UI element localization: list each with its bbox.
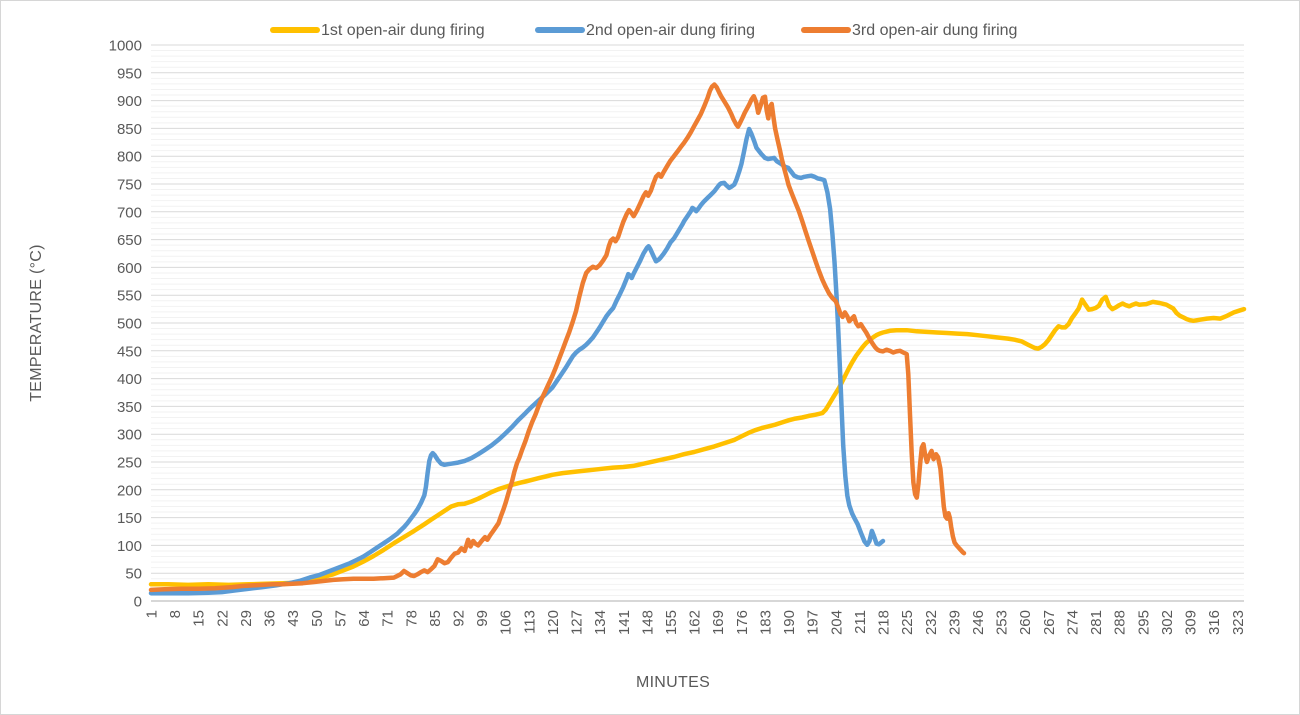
y-tick-label: 350 [117,399,142,416]
y-tick-label: 1000 [109,38,142,55]
series-line-3 [148,82,967,593]
x-tick-label: 316 [1206,610,1223,635]
legend-item: 2nd open-air dung firing [535,22,755,39]
y-tick-label: 300 [117,427,142,444]
series-lines [148,82,1247,596]
x-tick-label: 232 [923,610,940,635]
x-tick-label: 29 [238,610,255,627]
x-tick-label: 64 [356,610,373,627]
x-tick-label: 323 [1230,610,1247,635]
x-tick-label: 197 [805,610,822,635]
y-tick-label: 650 [117,232,142,249]
x-tick-label: 57 [332,610,349,627]
y-tick-label: 600 [117,260,142,277]
x-tick-label: 99 [474,610,491,627]
x-tick-label: 148 [639,610,656,635]
x-tick-label: 309 [1183,610,1200,635]
chart-legend: 1st open-air dung firing 2nd open-air dun… [270,22,1017,39]
legend-item: 3rd open-air dung firing [801,22,1017,39]
y-tick-label: 500 [117,316,142,333]
x-tick-label: 43 [285,610,302,627]
x-tick-label: 295 [1135,610,1152,635]
y-tick-label: 250 [117,455,142,472]
x-tick-label: 8 [167,610,184,618]
x-tick-label: 22 [214,610,231,627]
x-axis-tick-labels: 1 8 15 22 29 36 43 50 57 64 71 78 85 92 99 106 113 120 127… [144,610,1247,635]
x-tick-label: 50 [309,610,326,627]
major-gridlines [151,44,1244,602]
y-tick-label: 200 [117,482,142,499]
legend-item: 1st open-air dung firing [270,22,485,39]
y-tick-label: 150 [117,510,142,527]
x-tick-label: 120 [545,610,562,635]
y-axis-title: TEMPERATURE (°C) [28,244,45,402]
y-tick-label: 100 [117,538,142,555]
x-axis-title: MINUTES [636,674,710,691]
x-tick-label: 302 [1159,610,1176,635]
x-tick-label: 267 [1041,610,1058,635]
x-tick-label: 162 [687,610,704,635]
x-tick-label: 190 [781,610,798,635]
y-tick-label: 0 [134,594,142,611]
y-tick-label: 450 [117,343,142,360]
y-tick-label: 50 [125,566,142,583]
x-tick-label: 127 [569,610,586,635]
x-tick-label: 218 [876,610,893,635]
series-line-2 [148,126,886,596]
x-tick-label: 155 [663,610,680,635]
x-tick-label: 169 [710,610,727,635]
y-tick-label: 850 [117,121,142,138]
y-tick-label: 700 [117,204,142,221]
y-tick-label: 550 [117,288,142,305]
x-tick-label: 134 [592,610,609,635]
x-tick-label: 260 [1017,610,1034,635]
x-tick-label: 71 [380,610,397,627]
y-tick-label: 900 [117,93,142,110]
x-tick-label: 113 [521,610,538,634]
x-tick-label: 106 [498,610,515,635]
x-tick-label: 225 [899,610,916,635]
x-tick-label: 141 [616,610,633,635]
x-tick-label: 15 [191,610,208,627]
x-tick-label: 274 [1064,610,1081,635]
x-tick-label: 176 [734,610,751,635]
y-tick-label: 750 [117,177,142,194]
legend-label: 1st open-air dung firing [321,22,485,39]
y-tick-label: 800 [117,149,142,166]
x-tick-label: 183 [757,610,774,635]
x-tick-label: 239 [946,610,963,635]
x-tick-label: 253 [994,610,1011,635]
x-tick-label: 281 [1088,610,1105,635]
minor-gridlines [151,50,1244,596]
y-tick-label: 950 [117,65,142,82]
x-tick-label: 78 [403,610,420,627]
x-tick-label: 92 [450,610,467,627]
x-tick-label: 246 [970,610,987,635]
x-tick-label: 288 [1112,610,1129,635]
y-tick-label: 400 [117,371,142,388]
x-tick-label: 36 [262,610,279,627]
y-axis-tick-labels: 0 50 100 150 200 250 300 350 400 450 500 550 600 650 7… [109,38,142,611]
x-tick-label: 204 [828,610,845,635]
x-tick-label: 1 [144,610,161,618]
series-line-1 [148,294,1247,588]
x-tick-label: 211 [852,610,869,634]
x-tick-label: 85 [427,610,444,627]
legend-label: 2nd open-air dung firing [586,22,755,39]
legend-label: 3rd open-air dung firing [852,22,1017,39]
